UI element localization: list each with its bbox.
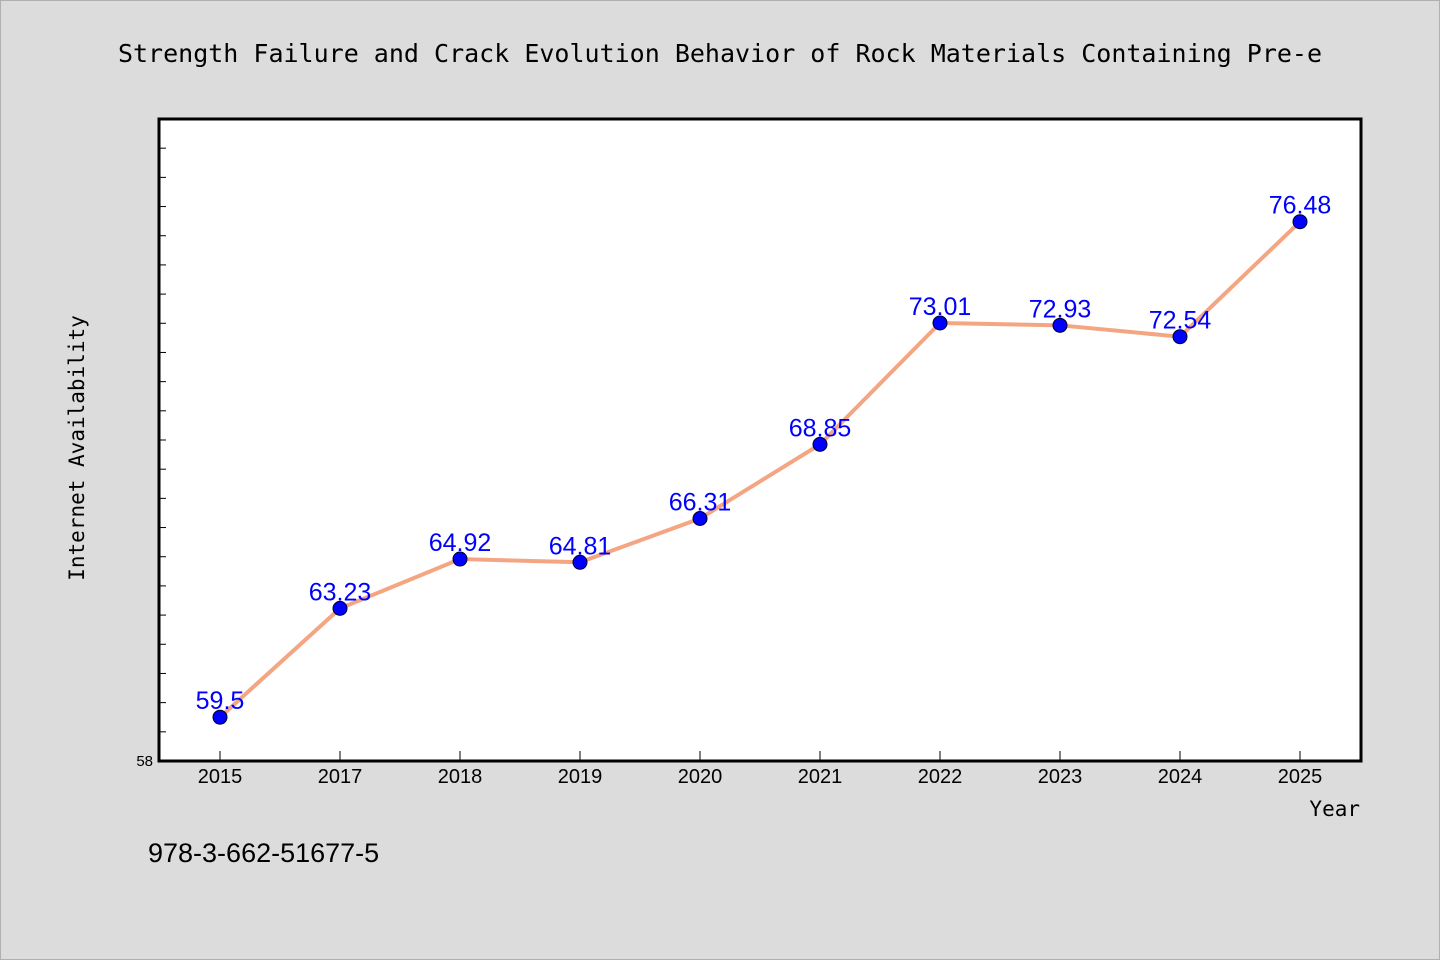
chart-title: Strength Failure and Crack Evolution Beh… [118,39,1322,68]
y-tick-label: 58 [136,753,153,770]
series-layer: 59.5 63.23 64.92 64.81 66.31 68.85 73.01 72.93 7… [196,192,1332,725]
data-label: 66.31 [669,488,732,516]
x-tick-label: 2018 [438,766,483,788]
data-label: 64.92 [429,529,492,557]
data-label: 63.23 [309,578,372,606]
data-point [212,709,228,725]
data-point [1172,329,1188,345]
x-tick-label: 2025 [1278,766,1323,788]
x-tick-label: 2019 [558,766,603,788]
x-tick-label: 2022 [918,766,963,788]
plot-area [157,117,1363,763]
data-point [332,600,348,616]
data-point [1052,317,1068,333]
data-label: 64.81 [549,532,612,560]
x-tick-label: 2021 [798,766,843,788]
data-label: 59.5 [196,687,245,715]
data-point [932,315,948,331]
x-tick-label: 2024 [1158,766,1203,788]
data-label: 76.48 [1269,192,1332,220]
x-axis: 2015 2017 2018 2019 2020 2021 2022 2023 2024 2025 [198,751,1323,788]
y-axis-label: Internet Availability [65,315,89,581]
x-tick-label: 2023 [1038,766,1083,788]
data-point [1292,214,1308,230]
data-label: 72.93 [1029,295,1092,323]
data-point [812,436,828,452]
data-point [572,554,588,570]
x-tick-label: 2017 [318,766,363,788]
x-axis-label: Year [1309,797,1360,821]
data-label: 72.54 [1149,307,1212,335]
x-tick-label: 2015 [198,766,243,788]
data-label: 68.85 [789,414,852,442]
footnote: 978-3-662-51677-5 [148,838,379,868]
data-label: 73.01 [909,293,972,321]
data-point [452,551,468,567]
y-axis: 58 [136,147,166,770]
data-point [692,510,708,526]
x-tick-label: 2020 [678,766,723,788]
series-line [218,219,1302,720]
